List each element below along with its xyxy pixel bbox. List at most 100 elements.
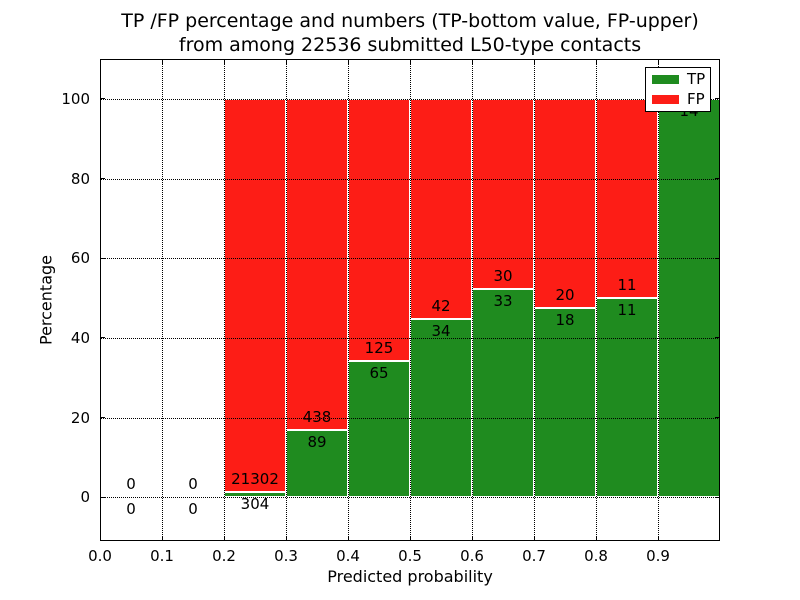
fp-count-label: 0 (126, 475, 136, 494)
x-tick-label: 0.4 (336, 547, 360, 565)
fp-count-label: 125 (364, 338, 394, 357)
fp-bar (224, 98, 286, 492)
fp-count-label: 0 (188, 475, 198, 494)
chart-title-line1: TP /FP percentage and numbers (TP-bottom… (121, 10, 699, 32)
y-tick-mark (100, 257, 105, 259)
x-tick-mark (223, 536, 225, 541)
tp-bar (596, 298, 658, 498)
tp-count-label: 18 (555, 311, 575, 330)
legend: TP FP (645, 67, 711, 112)
x-tick-mark-top (161, 59, 163, 64)
y-tick-label: 0 (80, 488, 90, 507)
tp-bar (472, 288, 534, 498)
y-tick-mark-right (715, 337, 720, 339)
fp-bar (472, 98, 534, 289)
plot-area: 0000213023044388912565423430332018111114 (99, 59, 720, 541)
y-tick-mark (100, 496, 105, 498)
fp-bar (410, 98, 472, 319)
x-tick-mark-top (347, 59, 349, 64)
tp-bar (410, 318, 472, 498)
y-tick-label: 60 (70, 249, 90, 268)
y-tick-mark-right (715, 417, 720, 418)
y-tick-mark (100, 417, 105, 418)
grid-line-vertical (534, 59, 535, 541)
fp-count-label: 20 (555, 286, 575, 305)
y-tick-mark-right (715, 496, 720, 498)
x-tick-mark (285, 536, 287, 541)
x-tick-mark-top (471, 59, 473, 64)
tp-count-label: 65 (369, 363, 389, 382)
y-tick-label: 80 (70, 169, 90, 188)
grid-line-horizontal (100, 98, 720, 100)
grid-line-horizontal (100, 337, 720, 339)
fp-bar (286, 98, 348, 430)
x-tick-label: 0.2 (212, 547, 236, 565)
fp-count-label: 21302 (231, 469, 279, 488)
tp-bar (348, 360, 410, 498)
tp-count-label: 0 (126, 500, 136, 519)
grid-line-horizontal (100, 417, 720, 419)
grid-line-vertical (410, 59, 411, 541)
x-tick-mark-top (99, 59, 101, 64)
legend-label-tp: TP (687, 70, 706, 88)
x-tick-label: 0.9 (646, 547, 670, 565)
grid-line-horizontal (100, 497, 720, 499)
fp-count-label: 42 (431, 296, 451, 315)
grid-line-vertical (162, 59, 163, 541)
x-tick-mark (161, 536, 163, 541)
tp-count-label: 33 (493, 291, 513, 310)
tp-count-label: 0 (188, 500, 198, 519)
x-tick-mark-top (657, 59, 659, 64)
fp-bar (348, 98, 410, 361)
x-tick-label: 0.3 (274, 547, 298, 565)
x-axis-label: Predicted probability (327, 567, 493, 586)
y-tick-mark-right (715, 178, 720, 179)
x-tick-mark (595, 536, 597, 541)
grid-line-vertical (596, 59, 597, 541)
y-tick-label: 100 (61, 89, 90, 108)
y-tick-mark (100, 337, 105, 339)
tp-color-swatch (652, 75, 679, 84)
x-tick-label: 0.8 (584, 547, 608, 565)
chart-title-line2: from among 22536 submitted L50-type cont… (178, 34, 642, 56)
grid-line-vertical (348, 59, 349, 541)
y-tick-label: 40 (70, 328, 90, 347)
grid-line-vertical (472, 59, 473, 541)
y-tick-mark (100, 178, 105, 179)
y-tick-label: 20 (70, 408, 90, 427)
x-tick-label: 0.5 (398, 547, 422, 565)
x-tick-mark-top (409, 59, 411, 64)
legend-item-fp: FP (652, 90, 705, 108)
tp-count-label: 34 (431, 321, 451, 340)
fp-count-label: 438 (302, 407, 332, 426)
fp-count-label: 30 (493, 266, 513, 285)
tp-count-label: 89 (307, 432, 327, 451)
tp-bar (534, 308, 596, 498)
legend-item-tp: TP (652, 70, 706, 88)
y-tick-mark-right (715, 257, 720, 259)
x-tick-label: 0.7 (522, 547, 546, 565)
tp-bar (286, 429, 348, 498)
tp-count-label: 304 (240, 494, 270, 513)
grid-line-vertical (658, 59, 659, 541)
tp-count-label: 11 (617, 301, 637, 319)
x-tick-mark (533, 536, 535, 541)
fp-bar (534, 98, 596, 309)
x-tick-mark (409, 536, 411, 541)
grid-line-vertical (286, 59, 287, 541)
fp-count-label: 11 (617, 276, 637, 294)
x-tick-mark-top (533, 59, 535, 64)
x-tick-label: 0.1 (150, 547, 174, 565)
chart-title: TP /FP percentage and numbers (TP-bottom… (121, 9, 699, 57)
x-tick-mark (99, 536, 101, 541)
grid-line-horizontal (100, 258, 720, 260)
legend-label-fp: FP (687, 90, 705, 108)
y-tick-mark-right (715, 98, 720, 100)
x-tick-mark-top (285, 59, 287, 64)
x-tick-mark (347, 536, 349, 541)
x-tick-mark-top (223, 59, 225, 64)
x-tick-label: 0.0 (88, 547, 112, 565)
x-tick-mark-top (595, 59, 597, 64)
tp-bar (658, 98, 720, 498)
